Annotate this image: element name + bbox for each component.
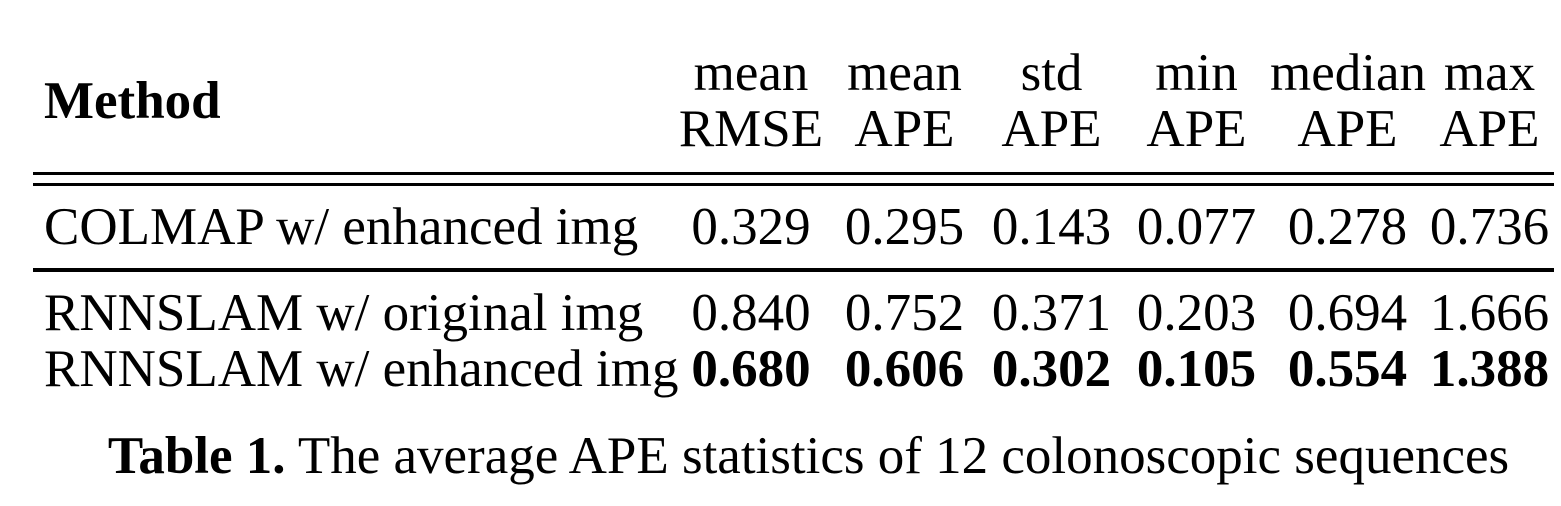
header-cell-method: Method — [33, 73, 673, 129]
value-cell-max-ape: 1.666 — [1429, 283, 1550, 342]
header-line-1: median — [1270, 44, 1426, 102]
header-cell-mean-rmse: mean RMSE — [673, 45, 829, 157]
header-line-1: mean — [693, 44, 809, 102]
table-row-rnnslam-original: RNNSLAM w/ original img 0.840 0.752 0.37… — [33, 285, 1554, 341]
value-cell-median-ape: 0.694 — [1287, 283, 1408, 342]
method-cell: RNNSLAM w/ original img — [44, 283, 644, 342]
value-cell-std-ape: 0.143 — [991, 198, 1112, 256]
table-header-row: Method mean RMSE mean APE std APE min AP… — [33, 30, 1554, 172]
value-cell-min-ape: 0.077 — [1136, 198, 1257, 256]
value-cell-mean-ape: 0.295 — [844, 198, 965, 256]
header-cell-mean-ape: mean APE — [829, 45, 980, 157]
header-cell-min-ape: min APE — [1123, 45, 1270, 157]
caption-label: Table 1. — [107, 427, 286, 485]
header-line-2: APE — [1439, 100, 1540, 158]
value-cell-min-ape: 0.203 — [1136, 283, 1257, 342]
header-line-2: APE — [854, 100, 955, 158]
table-rule-single — [33, 268, 1554, 272]
header-cell-median-ape: median APE — [1270, 44, 1426, 158]
value-cell-mean-rmse: 0.680 — [691, 339, 811, 398]
header-line-1: max — [1443, 44, 1536, 102]
value-cell-max-ape: 1.388 — [1429, 339, 1550, 398]
value-cell-std-ape: 0.302 — [991, 339, 1112, 398]
header-line-1: mean — [847, 44, 962, 102]
header-cell-max-ape: max APE — [1425, 45, 1554, 157]
header-line-2: APE — [1297, 100, 1398, 158]
table-rule-double — [33, 172, 1554, 186]
value-cell-mean-ape: 0.606 — [844, 339, 965, 398]
table-caption: Table 1. The average APE statistics of 1… — [0, 425, 1561, 487]
method-header-label: Method — [44, 72, 221, 130]
ape-statistics-table: Method mean RMSE mean APE std APE min AP… — [33, 30, 1554, 419]
header-cell-std-ape: std APE — [980, 45, 1123, 157]
method-cell: COLMAP w/ enhanced img — [44, 198, 639, 256]
value-cell-min-ape: 0.105 — [1136, 339, 1257, 398]
value-cell-std-ape: 0.371 — [991, 283, 1112, 342]
header-line-1: std — [1020, 44, 1083, 102]
table-row-colmap-enhanced: COLMAP w/ enhanced img 0.329 0.295 0.143… — [33, 186, 1554, 268]
value-cell-mean-ape: 0.752 — [844, 283, 965, 342]
header-line-2: RMSE — [678, 100, 824, 158]
caption-text: The average APE statistics of 12 colonos… — [297, 427, 1510, 485]
value-cell-median-ape: 0.554 — [1287, 339, 1408, 398]
header-line-1: min — [1155, 44, 1238, 102]
rnnslam-rows-group: RNNSLAM w/ original img 0.840 0.752 0.37… — [33, 272, 1554, 419]
value-cell-max-ape: 0.736 — [1429, 198, 1550, 256]
value-cell-mean-rmse: 0.329 — [691, 198, 811, 256]
header-line-2: APE — [1001, 100, 1102, 158]
method-cell: RNNSLAM w/ enhanced img — [44, 339, 679, 398]
header-line-2: APE — [1146, 100, 1247, 158]
table-row-rnnslam-enhanced: RNNSLAM w/ enhanced img 0.680 0.606 0.30… — [33, 341, 1554, 397]
value-cell-median-ape: 0.278 — [1287, 198, 1408, 256]
value-cell-mean-rmse: 0.840 — [691, 283, 811, 342]
